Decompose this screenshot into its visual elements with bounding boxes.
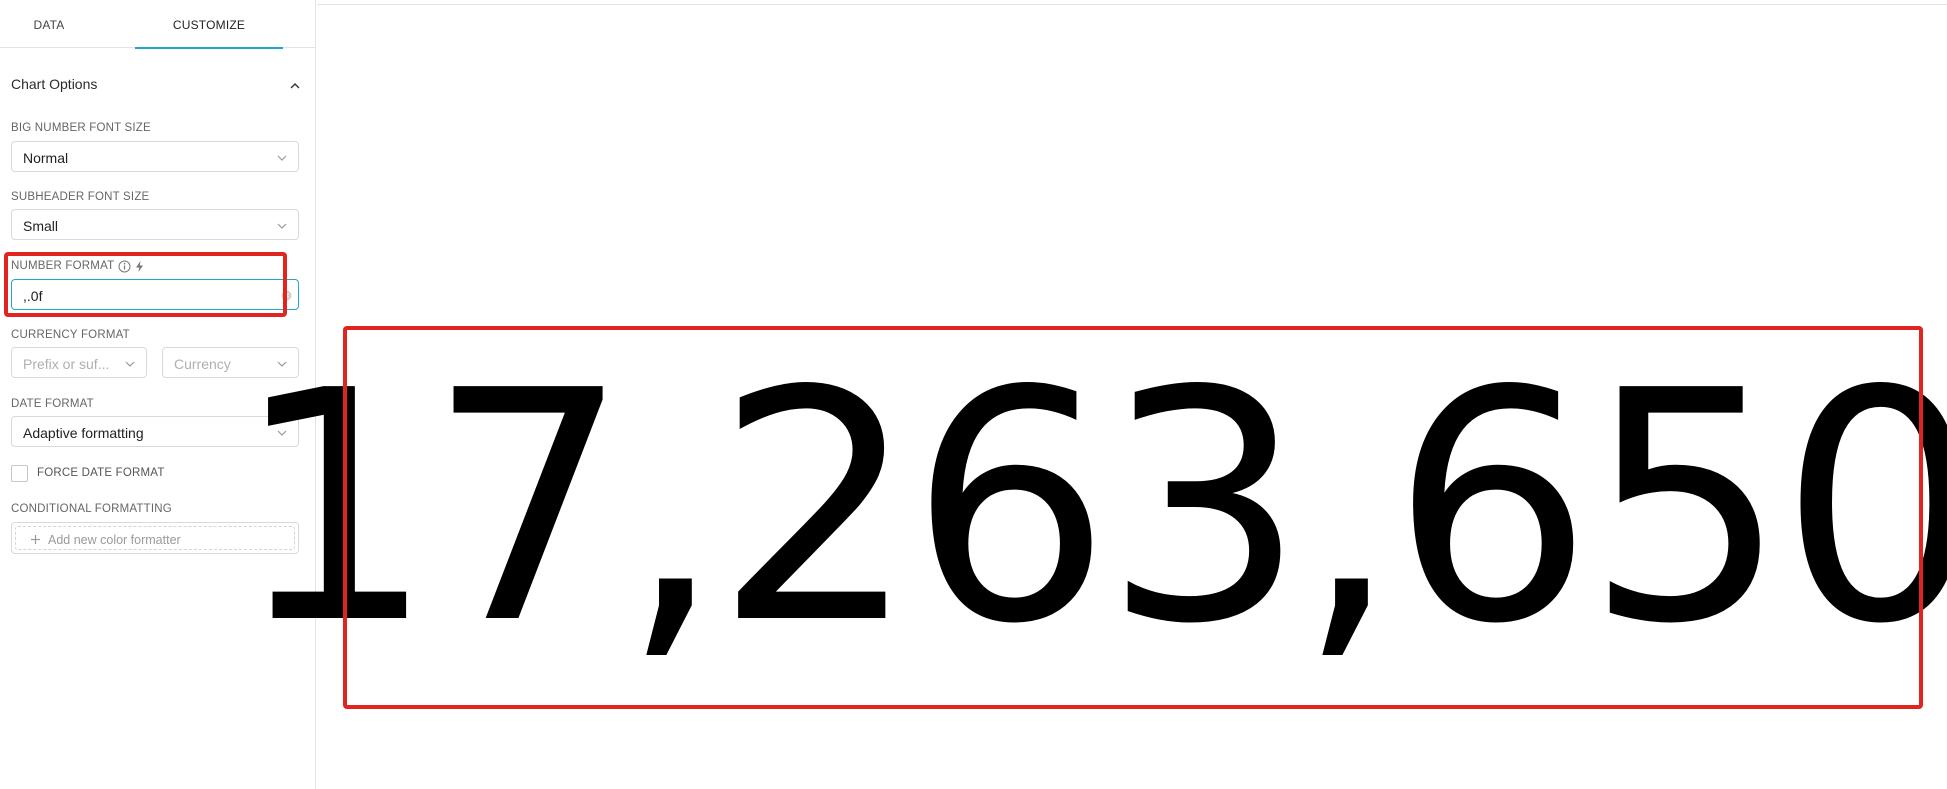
chart-options-header[interactable]: Chart Options bbox=[11, 76, 301, 96]
force-date-format-label: FORCE DATE FORMAT bbox=[37, 467, 165, 479]
big-number-font-size-label: BIG NUMBER FONT SIZE bbox=[11, 122, 151, 134]
info-icon[interactable] bbox=[118, 260, 131, 273]
subheader-font-size-label: SUBHEADER FONT SIZE bbox=[11, 191, 150, 203]
force-date-format-checkbox[interactable] bbox=[11, 465, 28, 482]
big-number-value: 17,263,650 bbox=[233, 323, 1947, 693]
canvas-divider bbox=[317, 4, 1947, 5]
chevron-down-icon bbox=[277, 361, 287, 367]
select-value: Normal bbox=[23, 150, 69, 166]
number-format-value: ,.0f bbox=[23, 288, 43, 304]
date-format-label: DATE FORMAT bbox=[11, 398, 94, 410]
tab-customize[interactable]: CUSTOMIZE bbox=[135, 0, 283, 49]
chevron-up-icon bbox=[290, 83, 300, 89]
tab-data[interactable]: DATA bbox=[33, 18, 65, 32]
plus-icon bbox=[31, 535, 40, 544]
add-color-formatter-button[interactable]: Add new color formatter bbox=[15, 526, 295, 550]
chevron-down-icon bbox=[125, 361, 135, 367]
number-format-input[interactable]: ,.0f bbox=[11, 279, 299, 310]
number-format-label: NUMBER FORMAT bbox=[11, 260, 115, 272]
add-color-formatter-label: Add new color formatter bbox=[48, 533, 181, 547]
currency-select[interactable]: Currency bbox=[162, 347, 299, 378]
conditional-formatting-control: Add new color formatter bbox=[11, 522, 299, 554]
chevron-down-icon bbox=[277, 223, 287, 229]
chart-canvas: 17,263,650 bbox=[233, 0, 1947, 789]
control-panel-sidebar: DATA CUSTOMIZE Chart Options BIG NUMBER … bbox=[0, 0, 316, 789]
select-placeholder: Prefix or suf... bbox=[23, 356, 110, 372]
panel-tabs: DATA CUSTOMIZE bbox=[0, 0, 315, 49]
clear-icon[interactable] bbox=[281, 290, 292, 301]
select-value: Adaptive formatting bbox=[23, 425, 144, 441]
big-number-font-size-select[interactable]: Normal bbox=[11, 141, 299, 172]
chevron-down-icon bbox=[277, 155, 287, 161]
select-value: Small bbox=[23, 218, 59, 234]
chevron-down-icon bbox=[277, 430, 287, 436]
conditional-formatting-label: CONDITIONAL FORMATTING bbox=[11, 503, 172, 515]
currency-format-label: CURRENCY FORMAT bbox=[11, 329, 130, 341]
select-placeholder: Currency bbox=[174, 356, 231, 372]
date-format-select[interactable]: Adaptive formatting bbox=[11, 416, 299, 447]
chart-options-title: Chart Options bbox=[11, 76, 98, 92]
lightning-bolt-icon[interactable] bbox=[133, 260, 146, 273]
subheader-font-size-select[interactable]: Small bbox=[11, 209, 299, 240]
currency-prefix-select[interactable]: Prefix or suf... bbox=[11, 347, 147, 378]
big-number-container: 17,263,650 bbox=[233, 329, 1947, 709]
